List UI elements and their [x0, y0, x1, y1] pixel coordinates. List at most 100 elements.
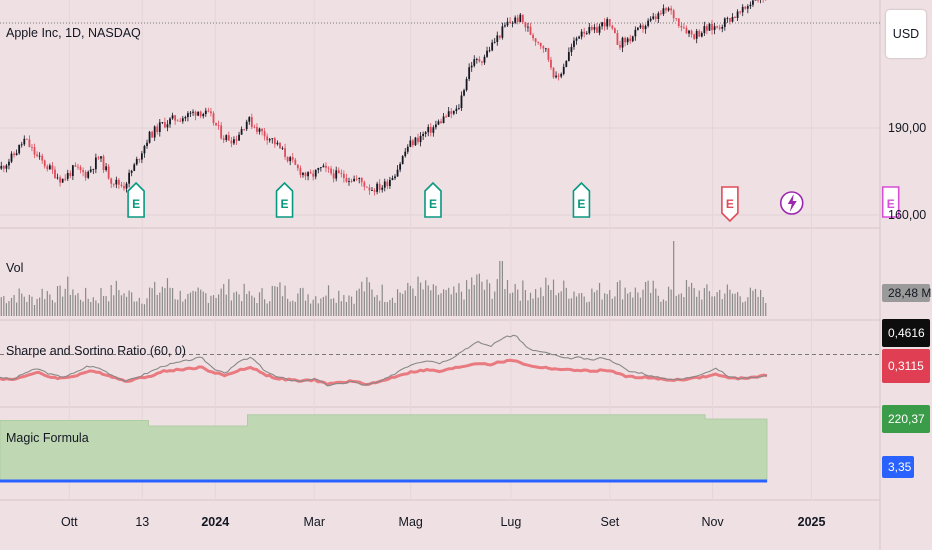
dividend-marker[interactable]	[779, 191, 804, 215]
candle	[133, 162, 136, 172]
volume-bar	[644, 281, 647, 316]
volume-bar	[161, 286, 163, 316]
volume-bar	[189, 292, 192, 316]
volume-bar	[361, 281, 363, 316]
volume-bar	[596, 290, 598, 316]
candle	[639, 23, 642, 29]
volume-bar	[345, 301, 348, 316]
candle	[227, 131, 230, 141]
currency-button[interactable]: USD	[886, 10, 926, 58]
magic-value-pill: 220,37	[882, 405, 930, 433]
volume-bar	[632, 297, 634, 316]
candle	[317, 167, 320, 174]
volume-bar	[304, 300, 307, 316]
volume-label[interactable]: Vol	[6, 261, 23, 275]
earnings-marker[interactable]: E	[275, 181, 294, 218]
volume-bar	[563, 280, 565, 316]
volume-bar	[82, 301, 84, 316]
earnings-marker[interactable]: E	[127, 181, 145, 218]
candle	[235, 135, 238, 145]
earnings-letter: E	[429, 197, 437, 211]
candle	[432, 125, 435, 137]
time-tick-label: Set	[601, 515, 620, 529]
candle	[670, 5, 673, 15]
earnings-marker[interactable]: E	[881, 186, 900, 218]
volume-bar	[212, 295, 215, 316]
volume-bar	[545, 277, 547, 316]
candle	[31, 144, 33, 152]
candle	[583, 27, 586, 38]
candle	[611, 24, 614, 30]
volume-bar	[177, 299, 179, 316]
candle	[539, 42, 542, 50]
candle	[683, 23, 685, 30]
candle	[360, 177, 363, 187]
candle	[726, 16, 729, 23]
volume-bar	[481, 281, 483, 316]
candle	[48, 163, 51, 170]
candle	[345, 173, 348, 183]
candle	[404, 148, 407, 158]
volume-bar	[33, 304, 36, 316]
volume-bar	[713, 296, 716, 316]
volume-bar	[320, 298, 322, 316]
volume-bar	[166, 278, 169, 316]
candle	[217, 120, 220, 130]
volume-bar	[611, 298, 613, 316]
volume-bar	[570, 298, 573, 316]
volume-bar	[399, 292, 401, 316]
candle	[642, 23, 644, 33]
candle	[319, 167, 322, 172]
candle	[192, 109, 194, 116]
price-tick-160: 160,00	[888, 208, 926, 222]
volume-bar	[335, 302, 337, 316]
candle	[327, 166, 330, 173]
volume-bar	[660, 301, 662, 316]
volume-bar	[266, 303, 268, 316]
volume-bar	[13, 294, 15, 316]
volume-bar	[258, 292, 261, 316]
volume-bar	[16, 302, 18, 316]
candle	[652, 12, 655, 21]
volume-bar	[330, 298, 332, 316]
candle	[225, 134, 228, 142]
volume-bar	[164, 288, 166, 316]
volume-bar	[708, 291, 711, 316]
volume-bar	[455, 292, 457, 316]
volume-bar	[276, 286, 278, 316]
candle	[125, 181, 128, 193]
candle	[718, 24, 721, 31]
volume-bar	[448, 287, 450, 316]
candle	[304, 171, 307, 181]
volume-bar	[509, 293, 511, 316]
candle	[555, 71, 557, 79]
volume-bar	[558, 292, 560, 316]
earnings-marker[interactable]: E	[721, 186, 739, 223]
candle	[322, 163, 325, 168]
time-axis[interactable]: Ott 13 2024 Mar Mag Lug Set Nov 2025	[61, 515, 826, 529]
candle	[153, 125, 156, 141]
sharpe-label[interactable]: Sharpe and Sortino Ratio (60, 0)	[6, 344, 186, 358]
volume-bar	[325, 295, 327, 316]
symbol-title[interactable]: Apple Inc, 1D, NASDAQ	[6, 26, 141, 40]
candle	[335, 166, 338, 182]
magic-formula-label[interactable]: Magic Formula	[6, 431, 89, 445]
candle	[243, 128, 246, 131]
earnings-marker[interactable]: E	[424, 181, 442, 218]
candle	[289, 155, 292, 166]
candle	[445, 114, 448, 118]
candle	[578, 35, 580, 39]
volume-bar	[187, 293, 189, 316]
volume-bar	[171, 288, 174, 316]
earnings-marker[interactable]: E	[572, 181, 591, 218]
volume-bar	[693, 288, 695, 316]
time-tick-label: Mar	[303, 515, 325, 529]
candle	[123, 182, 125, 191]
volume-bar	[724, 293, 726, 316]
volume-bar	[560, 291, 562, 316]
candle	[215, 122, 217, 127]
volume-bar	[340, 301, 342, 316]
volume-bar	[284, 285, 286, 316]
